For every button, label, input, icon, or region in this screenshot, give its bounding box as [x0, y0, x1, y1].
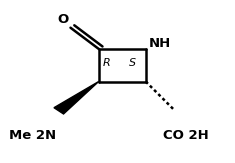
Text: S: S: [129, 58, 136, 68]
Text: R: R: [103, 58, 111, 68]
Text: Me 2N: Me 2N: [9, 129, 57, 142]
Text: CO 2H: CO 2H: [163, 129, 209, 142]
Text: O: O: [58, 13, 69, 26]
Polygon shape: [54, 82, 99, 114]
Text: NH: NH: [149, 37, 172, 50]
